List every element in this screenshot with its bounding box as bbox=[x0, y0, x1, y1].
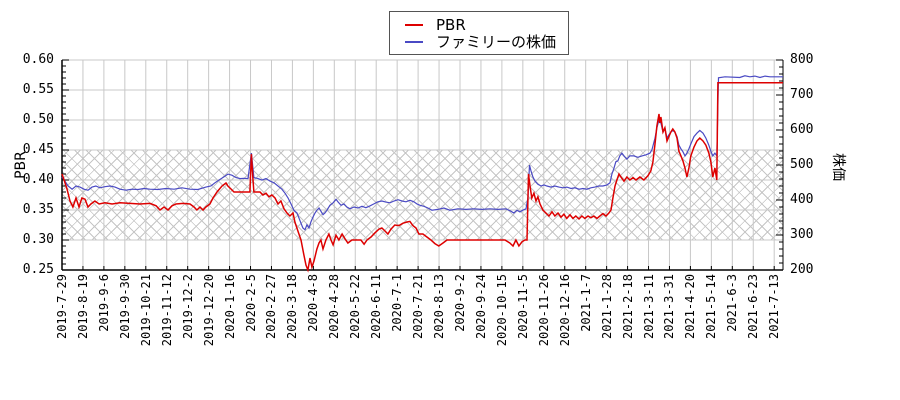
x-axis-tick-label: 2021-2-18 bbox=[620, 274, 635, 340]
x-axis-tick-label: 2020-2-27 bbox=[264, 274, 279, 340]
x-axis-tick-label: 2020-11-5 bbox=[515, 274, 530, 340]
x-axis-tick-label: 2021-6-23 bbox=[746, 274, 761, 340]
legend-label-pbr: PBR bbox=[436, 15, 466, 34]
y-axis-tick-label-right: 200 bbox=[790, 262, 814, 277]
y-axis-tick-label-left: 0.35 bbox=[22, 202, 54, 217]
x-axis-tick-label: 2020-10-15 bbox=[494, 274, 509, 347]
x-axis-tick-label: 2020-12-16 bbox=[557, 274, 572, 347]
y-axis-tick-label-left: 0.60 bbox=[22, 52, 54, 67]
x-axis-tick-label: 2021-3-11 bbox=[641, 274, 656, 340]
x-axis-tick-label: 2020-4-8 bbox=[306, 274, 321, 332]
x-axis-tick-label: 2020-11-26 bbox=[536, 274, 551, 347]
x-axis-tick-label: 2020-7-21 bbox=[411, 274, 426, 340]
x-axis-tick-label: 2020-9-24 bbox=[473, 274, 488, 340]
x-axis-tick-label: 2021-5-14 bbox=[704, 274, 719, 340]
x-axis-tick-label: 2019-7-29 bbox=[55, 274, 69, 340]
pbr-line bbox=[61, 82, 783, 273]
x-axis-tick-label: 2020-1-16 bbox=[222, 274, 237, 340]
pbr-line-sample-icon bbox=[405, 23, 423, 26]
y-axis-label-right: 株価 bbox=[830, 153, 846, 181]
y-axis-tick-label-right: 500 bbox=[790, 157, 814, 172]
hatched-band bbox=[62, 150, 783, 240]
y-axis-tick-label-left: 0.45 bbox=[22, 142, 54, 157]
stock-price-line bbox=[61, 75, 783, 231]
legend-item-stock-price: ファミリーの株価 bbox=[405, 33, 557, 51]
y-axis-tick-label-left: 0.25 bbox=[22, 262, 54, 277]
x-axis-tick-label: 2020-9-2 bbox=[452, 274, 467, 332]
y-axis-tick-label-right: 700 bbox=[790, 87, 814, 102]
x-axis-tick-label: 2021-3-31 bbox=[662, 274, 677, 340]
x-axis-tick-label: 2021-6-3 bbox=[725, 274, 740, 332]
y-axis-tick-label-right: 300 bbox=[790, 227, 814, 242]
legend-label-stock-price: ファミリーの株価 bbox=[436, 33, 557, 51]
x-axis-tick-label: 2021-1-7 bbox=[578, 274, 593, 332]
x-axis-tick-label: 2020-6-11 bbox=[369, 274, 384, 340]
y-axis-tick-label-left: 0.55 bbox=[22, 82, 54, 97]
x-axis-tick-label: 2019-10-21 bbox=[138, 274, 153, 347]
y-axis-tick-label-left: 0.30 bbox=[22, 232, 54, 247]
y-axis-tick-label-right: 400 bbox=[790, 192, 814, 207]
x-axis-tick-label: 2019-12-2 bbox=[180, 274, 195, 340]
x-axis-tick-label: 2019-9-6 bbox=[96, 274, 111, 332]
x-axis-tick-label: 2021-4-20 bbox=[683, 274, 698, 340]
x-axis-tick-label: 2020-3-18 bbox=[285, 274, 300, 340]
x-axis-tick-label: 2019-8-19 bbox=[75, 274, 90, 340]
y-axis-tick-label-left: 0.40 bbox=[22, 172, 54, 187]
x-axis-tick-label: 2021-7-13 bbox=[767, 274, 782, 340]
legend-item-pbr: PBR bbox=[405, 15, 556, 34]
x-axis-tick-label: 2020-2-5 bbox=[243, 274, 258, 332]
x-axis-tick-label: 2021-1-28 bbox=[599, 274, 614, 340]
x-axis-tick-label: 2020-7-1 bbox=[390, 274, 405, 332]
x-axis-tick-label: 2019-12-20 bbox=[201, 274, 216, 347]
x-axis-tick-label: 2020-5-22 bbox=[348, 274, 363, 340]
x-axis-tick-label: 2019-11-12 bbox=[159, 274, 174, 347]
legend: PBR ファミリーの株価 bbox=[389, 11, 570, 55]
x-axis-tick-label: 2020-4-28 bbox=[327, 274, 342, 340]
x-axis-tick-label: 2019-9-30 bbox=[117, 274, 132, 340]
x-axis-tick-label: 2020-8-13 bbox=[432, 274, 447, 340]
stock-price-line-sample-icon bbox=[405, 40, 423, 43]
y-axis-tick-label-right: 600 bbox=[790, 122, 814, 137]
y-axis-tick-label-left: 0.50 bbox=[22, 112, 54, 127]
y-axis-tick-label-right: 800 bbox=[790, 52, 814, 67]
